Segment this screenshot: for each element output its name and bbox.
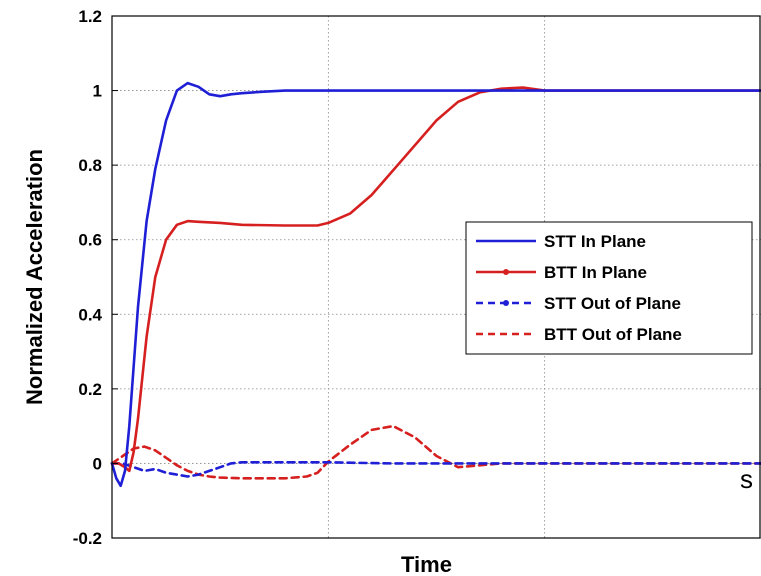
legend-label: STT Out of Plane [544, 294, 681, 313]
y-tick-label: 0.6 [78, 231, 102, 250]
legend-label: BTT Out of Plane [544, 325, 682, 344]
y-tick-label: 1.2 [78, 7, 102, 26]
y-tick-labels: -0.2 0 0.2 0.4 0.6 0.8 1 1.2 [73, 7, 118, 548]
x-axis-label: Time [401, 552, 452, 576]
series-line-btt-out-of-plane [110, 424, 761, 480]
series-group [110, 81, 761, 488]
y-tick-label: 0 [93, 454, 102, 473]
legend-marker [503, 269, 509, 275]
y-tick-label: 1 [93, 82, 102, 101]
plot-frame [111, 15, 761, 539]
legend-box [465, 221, 753, 355]
legend-label: BTT In Plane [544, 263, 647, 282]
legend-marker [503, 300, 509, 306]
stray-text-fragment: s [740, 464, 753, 494]
y-tick-label: 0.2 [78, 380, 102, 399]
legend-label: STT In Plane [544, 232, 646, 251]
series-line-stt-in-plane [110, 81, 761, 488]
series-line-stt-out-of-plane [110, 460, 761, 478]
y-tick-label: 0.4 [78, 305, 102, 324]
legend: STT In Plane BTT In Plane STT Out of Plane… [465, 221, 753, 355]
y-tick-label: -0.2 [73, 529, 102, 548]
y-tick-label: 0.8 [78, 156, 102, 175]
y-axis-label: Normalized Acceleration [22, 149, 47, 405]
